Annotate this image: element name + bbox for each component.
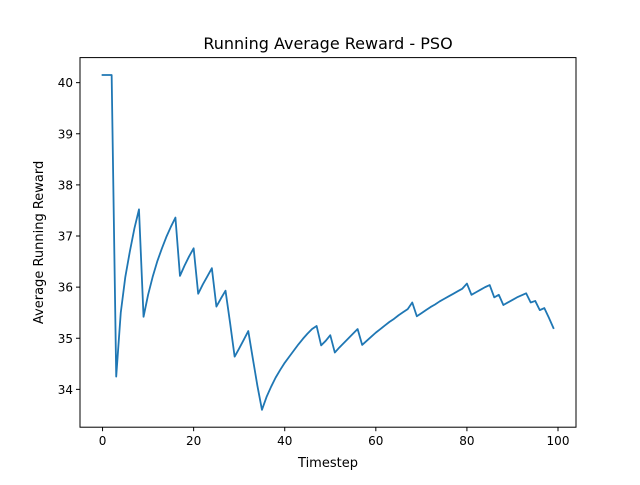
chart-title: Running Average Reward - PSO — [203, 34, 452, 53]
y-tick-label: 35 — [58, 332, 73, 346]
y-tick-label: 36 — [58, 281, 73, 295]
y-tick-label: 37 — [58, 230, 73, 244]
y-axis-label: Average Running Reward — [32, 161, 47, 324]
series-line-0 — [101, 74, 555, 411]
x-axis-label: Timestep — [297, 456, 358, 471]
y-tick-label: 38 — [58, 178, 73, 192]
plot-layer — [101, 74, 555, 411]
x-tick-label: 60 — [368, 434, 383, 448]
y-tick-label: 34 — [58, 383, 73, 397]
ticks-layer: 0 20 40 60 80 100 34 35 36 37 38 39 40 — [58, 76, 570, 448]
x-tick-label: 100 — [547, 434, 570, 448]
x-tick-label: 20 — [186, 434, 201, 448]
x-tick-label: 40 — [277, 434, 292, 448]
y-tick-label: 40 — [58, 76, 73, 90]
x-tick-label: 80 — [459, 434, 474, 448]
y-tick-label: 39 — [58, 127, 73, 141]
plot-area-frame — [79, 57, 577, 428]
x-tick-label: 0 — [99, 434, 107, 448]
